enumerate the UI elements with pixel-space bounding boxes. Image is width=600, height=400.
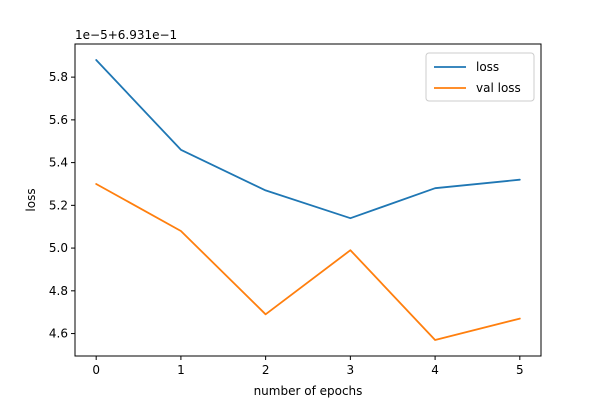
plot-lines (95, 59, 521, 341)
y-tick-label: 4.8 (49, 284, 68, 298)
y-axis-title: loss (24, 188, 38, 211)
series-line-loss (95, 59, 521, 220)
x-tick-label: 1 (177, 363, 185, 377)
y-tick-label: 5.4 (49, 156, 68, 170)
x-tick-label: 0 (92, 363, 100, 377)
legend-box (425, 52, 535, 102)
y-tick-label: 5.0 (49, 241, 68, 255)
legend-label-loss: loss (476, 60, 499, 74)
y-tick-label: 5.8 (49, 70, 68, 84)
x-tick-label: 4 (431, 363, 439, 377)
x-tick-label: 5 (516, 363, 524, 377)
x-axis-ticks: 0 1 2 3 4 5 (92, 356, 524, 377)
x-tick-label: 2 (262, 363, 270, 377)
legend-label-val-loss: val loss (476, 81, 521, 95)
x-tick-label: 3 (347, 363, 355, 377)
y-tick-label: 4.6 (49, 327, 68, 341)
y-offset-label: 1e−5+6.931e−1 (75, 28, 177, 42)
y-axis-ticks: 4.6 4.8 5.0 5.2 5.4 5.6 5.8 (49, 70, 75, 341)
x-axis-title: number of epochs (254, 384, 363, 398)
y-tick-label: 5.2 (49, 198, 68, 212)
legend: loss val loss (425, 52, 535, 102)
plot-frame (74, 43, 542, 357)
y-tick-label: 5.6 (49, 113, 68, 127)
series-line-val-loss (95, 183, 521, 341)
